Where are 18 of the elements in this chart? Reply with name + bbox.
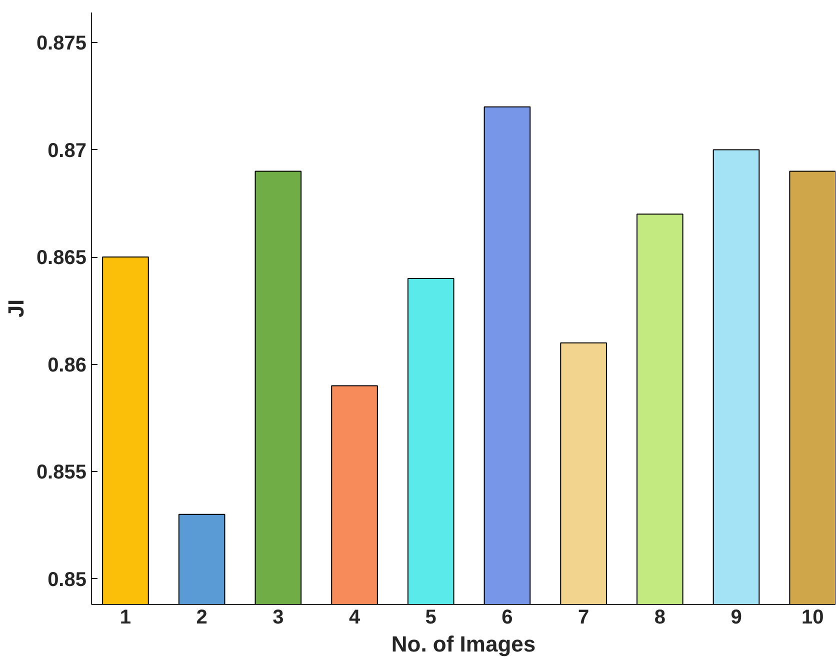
y-tick-label: 0.865 xyxy=(36,247,87,270)
x-tick-label: 8 xyxy=(654,606,666,628)
y-tick-label: 0.86 xyxy=(48,354,87,376)
x-tick-label: 2 xyxy=(196,606,208,628)
x-tick-label: 1 xyxy=(120,606,132,628)
x-tick-label: 5 xyxy=(425,606,436,628)
x-tick-label: 4 xyxy=(348,606,361,628)
x-tick-label: 3 xyxy=(272,606,284,628)
x-tick-label: 6 xyxy=(502,606,513,628)
y-tick-label: 0.855 xyxy=(36,462,87,484)
x-tick-label: 7 xyxy=(578,606,590,628)
x-tick-label: 9 xyxy=(730,606,742,628)
y-tick-label: 0.85 xyxy=(48,568,87,591)
x-axis-title: No. of Images xyxy=(391,632,536,656)
y-tick-label: 0.875 xyxy=(36,32,87,55)
y-axis-title: JI xyxy=(3,299,28,318)
x-tick-label: 10 xyxy=(801,606,824,628)
y-tick-label: 0.87 xyxy=(48,140,87,162)
